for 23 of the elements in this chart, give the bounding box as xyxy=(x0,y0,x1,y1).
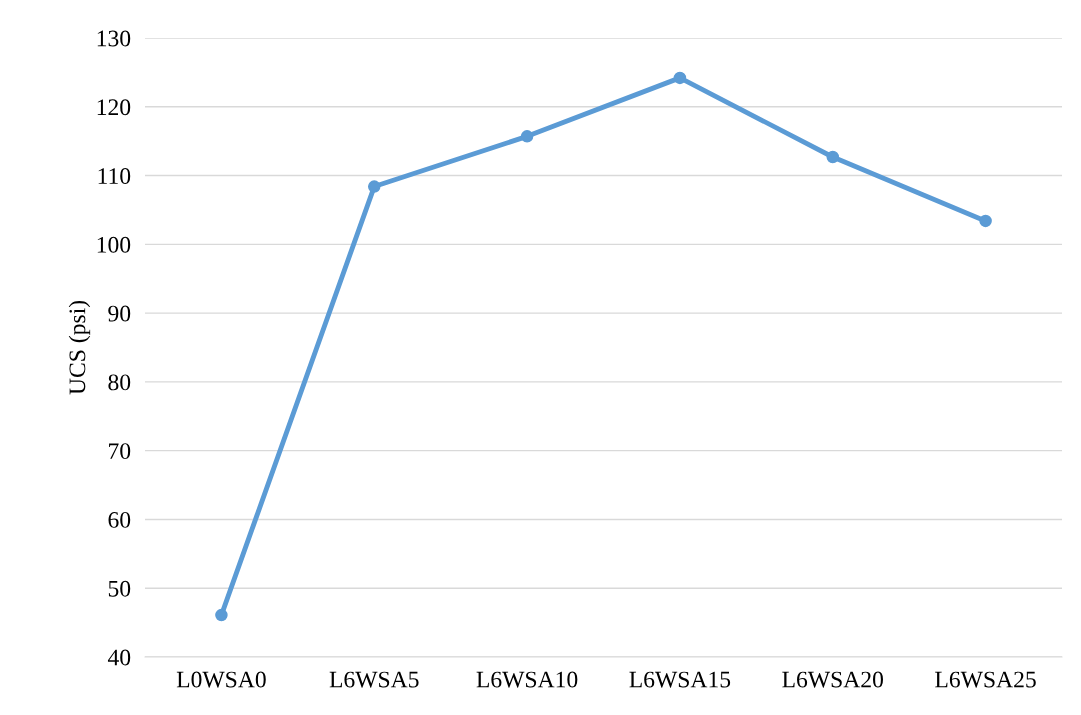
y-tick-label: 130 xyxy=(97,30,131,47)
y-tick-label: 70 xyxy=(109,443,131,460)
point xyxy=(979,214,992,228)
y-tick-label: 100 xyxy=(97,236,131,253)
point xyxy=(826,150,840,164)
x-tick-label: L6WSA10 xyxy=(476,671,578,688)
point xyxy=(215,608,228,622)
y-tick-label: 120 xyxy=(97,99,131,116)
y-tick-label: 40 xyxy=(107,649,131,666)
y-tick-label: 90 xyxy=(108,305,131,322)
y-axis-title: UCS (psi) xyxy=(68,300,91,395)
point xyxy=(520,130,534,143)
point xyxy=(673,71,687,85)
x-tick-label: L6WSA15 xyxy=(629,671,731,688)
y-tick-label: 60 xyxy=(108,511,131,528)
x-tick-label: L6WSA25 xyxy=(935,671,1036,688)
x-tick-label: L0WSA0 xyxy=(176,671,266,688)
x-tick-label: L6WSA5 xyxy=(329,671,419,688)
y-tick-label: 80 xyxy=(108,374,131,391)
y-tick-label: 110 xyxy=(98,168,131,184)
point xyxy=(367,180,381,193)
y-tick-label: 50 xyxy=(108,580,131,597)
x-tick-label: L6WSA20 xyxy=(782,671,883,688)
